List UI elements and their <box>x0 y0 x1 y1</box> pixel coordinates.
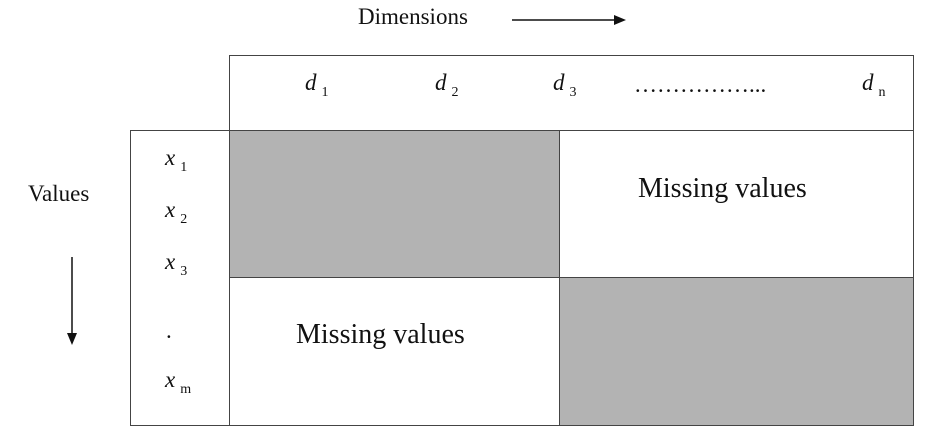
missing-values-label-top: Missing values <box>638 173 807 204</box>
dimensions-label: Dimensions <box>358 4 468 29</box>
down-arrow-icon <box>67 257 77 345</box>
filled-block-top-left <box>229 130 560 278</box>
missing-block-bottom-left <box>229 277 560 426</box>
value-dot: . <box>166 318 172 343</box>
missing-values-label-bottom: Missing values <box>296 319 465 350</box>
dimension-ellipsis: ……………... <box>634 72 767 97</box>
values-label: Values <box>28 181 90 206</box>
right-arrow-icon <box>512 15 626 25</box>
filled-block-bottom-right <box>559 277 914 426</box>
